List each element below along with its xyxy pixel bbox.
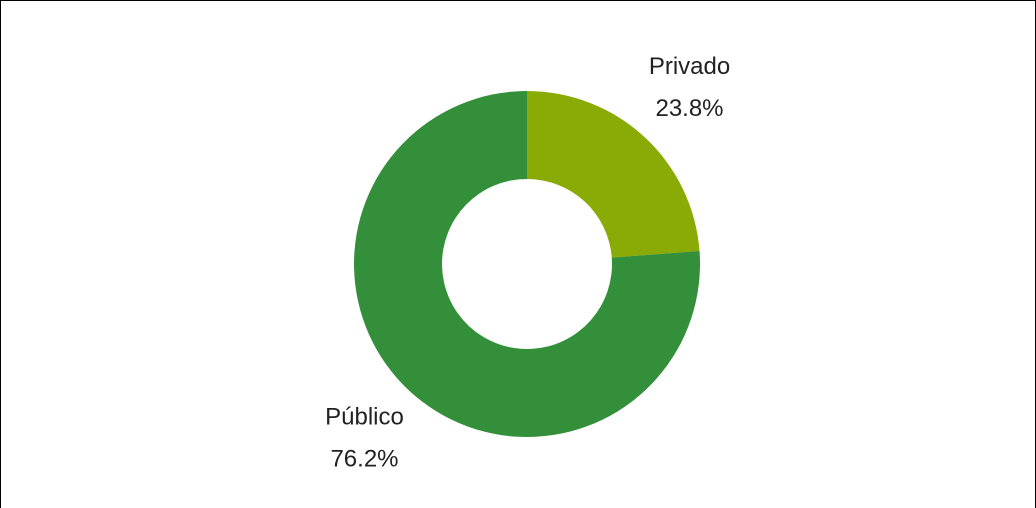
donut-slice (527, 91, 700, 258)
slice-label: Público (325, 404, 404, 431)
donut-slice (353, 91, 701, 438)
slice-value-label: 76.2% (330, 446, 398, 473)
slice-label: Privado (649, 53, 730, 80)
slice-value-label: 23.8% (655, 95, 723, 122)
